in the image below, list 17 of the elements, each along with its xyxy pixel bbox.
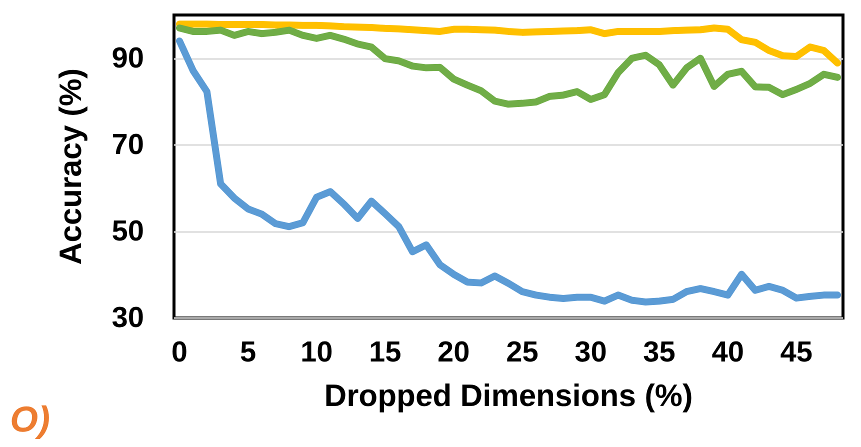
x-tick-label: 0 — [171, 336, 188, 368]
x-tick-label: 10 — [300, 336, 333, 368]
x-tick-label: 5 — [240, 336, 256, 368]
x-tick-label: 25 — [506, 336, 538, 368]
y-tick-label: 70 — [112, 128, 144, 161]
x-tick-label: 20 — [438, 336, 470, 368]
y-tick-label: 50 — [112, 215, 144, 248]
x-tick-label: 30 — [574, 336, 607, 368]
y-axis-title: Accuracy (%) — [53, 68, 88, 265]
text: O) — [10, 398, 50, 440]
x-tick-label: 40 — [712, 336, 744, 368]
x-tick-label: 35 — [643, 336, 676, 368]
y-tick-label: 90 — [112, 42, 144, 74]
x-tick-label: 15 — [368, 336, 402, 368]
x-axis-title: Dropped Dimensions (%) — [324, 378, 693, 413]
y-tick-label: 30 — [112, 302, 144, 334]
x-tick-label: 45 — [780, 336, 813, 368]
